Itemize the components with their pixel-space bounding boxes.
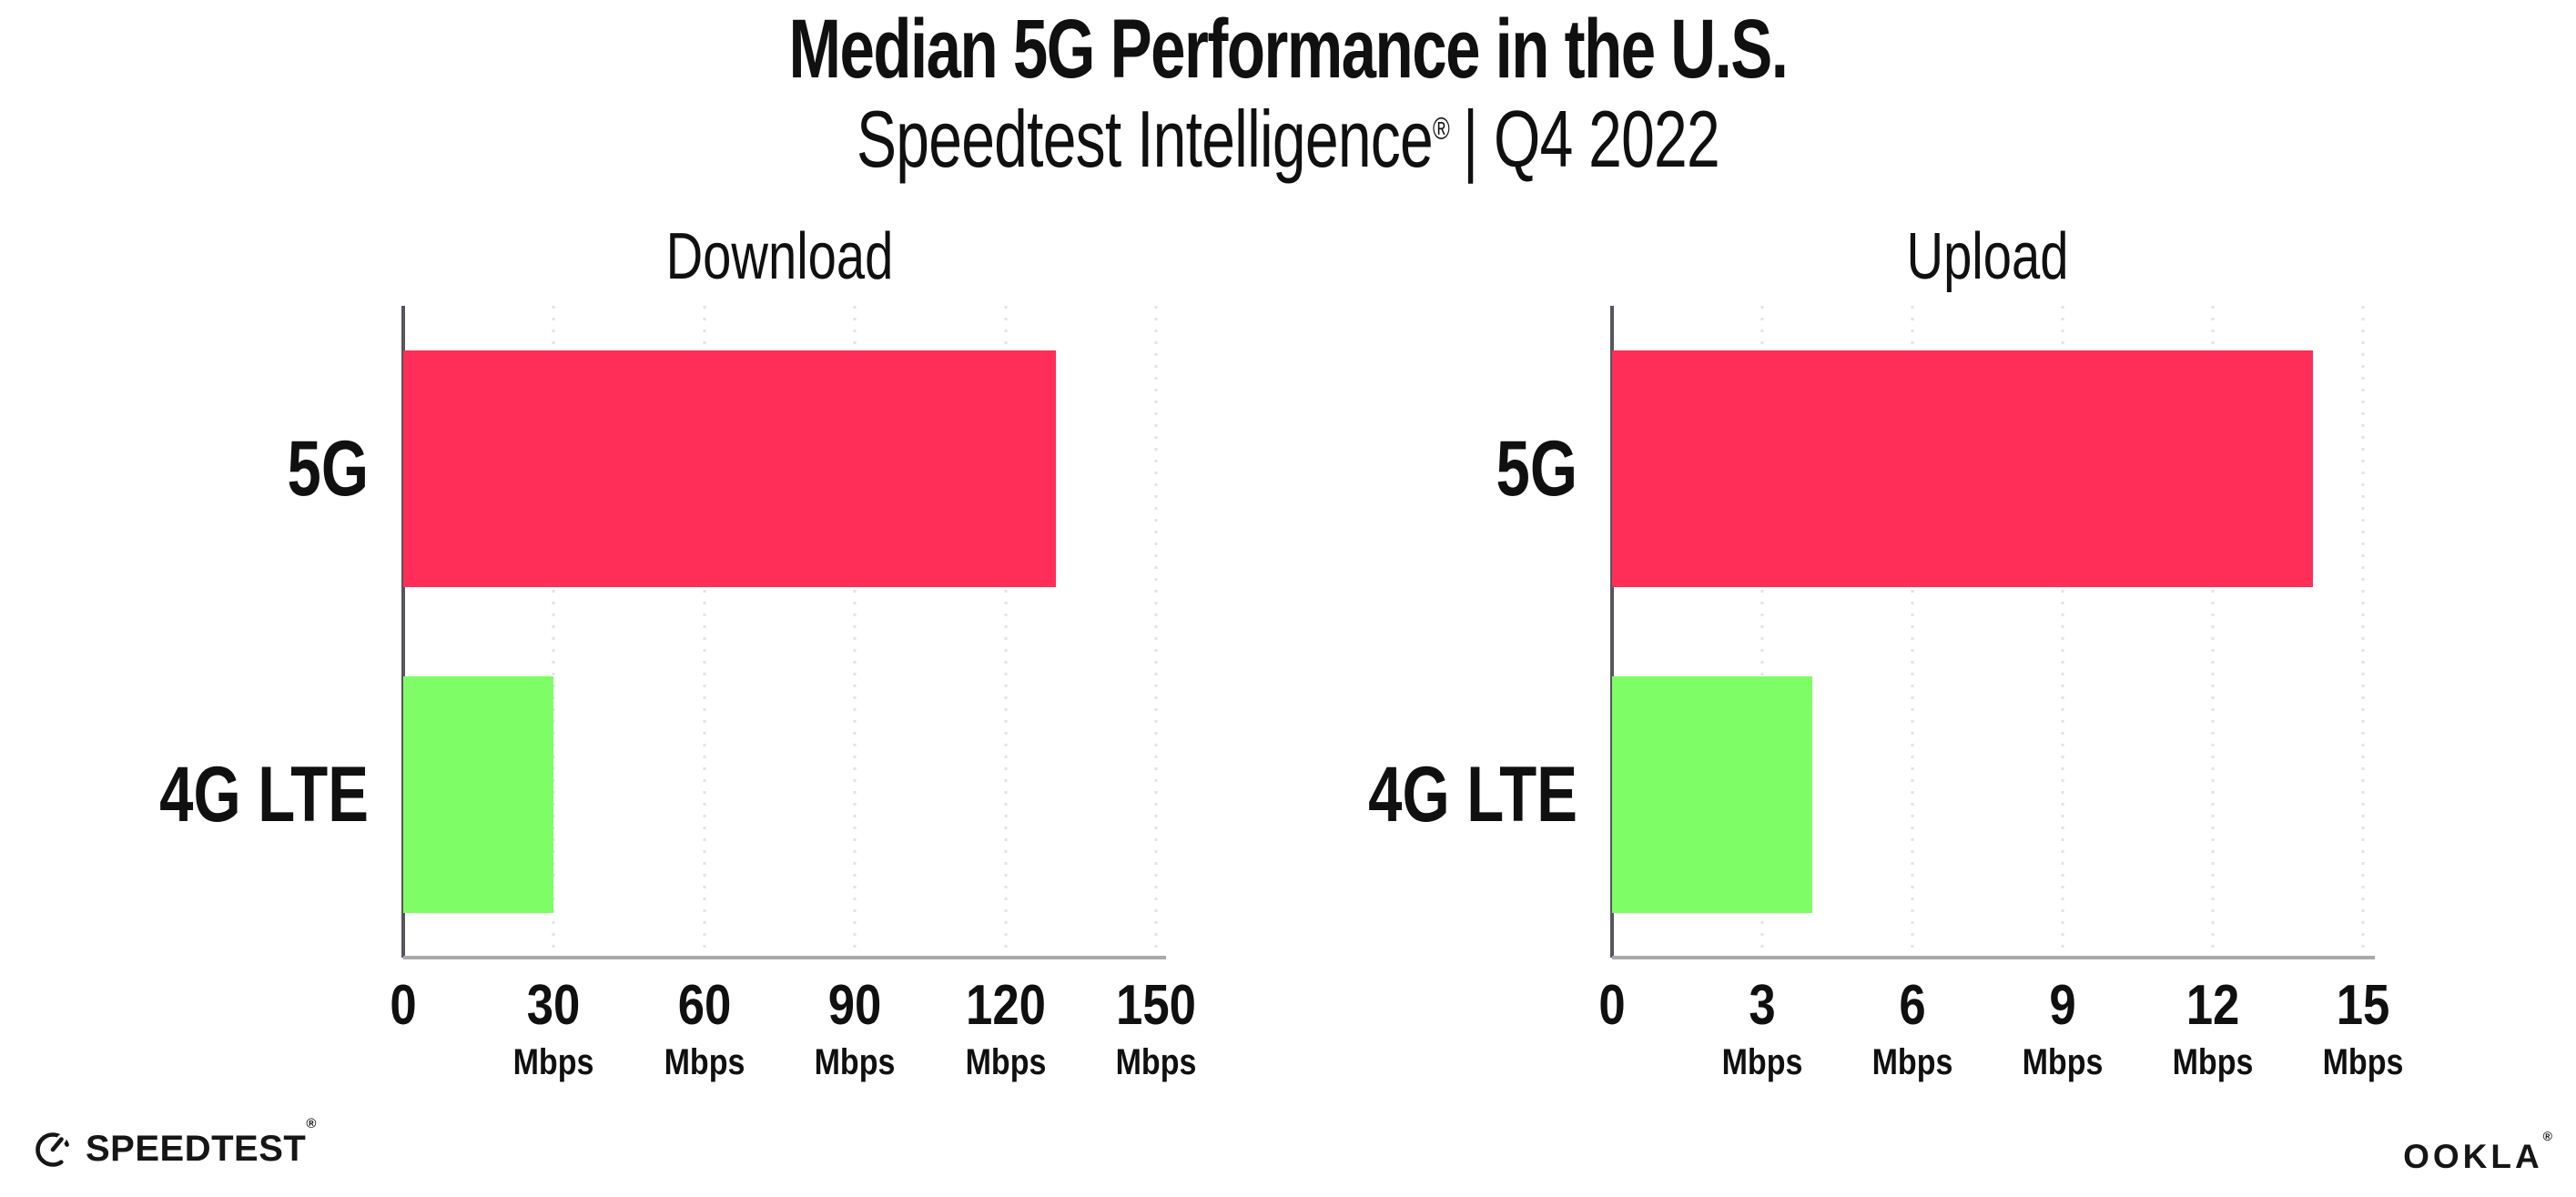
chart-title-download: Download — [665, 220, 894, 293]
category-label-5g: 5G — [287, 425, 369, 512]
gridline — [1760, 306, 1764, 958]
category-label-4g-lte: 4G LTE — [1368, 751, 1577, 838]
plot-area-upload — [1610, 306, 2365, 958]
page-subtitle: Speedtest Intelligence® | Q4 2022 — [322, 95, 2255, 184]
x-axis-line — [1612, 956, 2375, 959]
registered-mark: ® — [306, 1115, 317, 1131]
y-axis-line — [1610, 306, 1614, 958]
gridline — [2211, 306, 2215, 958]
x-tick-label: 9 Mbps — [2022, 974, 2104, 1083]
x-tick-label: 3 Mbps — [1721, 974, 1803, 1083]
bar-5g-download — [403, 350, 1056, 587]
speedtest-gauge-icon — [35, 1132, 70, 1167]
x-axis-line — [403, 956, 1166, 959]
x-tick-label: 0 — [390, 974, 417, 1037]
speedtest-wordmark: SPEEDTEST® — [86, 1115, 317, 1169]
subtitle-quarter: | Q4 2022 — [1463, 94, 1720, 184]
chart-title-upload: Upload — [1906, 220, 2069, 293]
category-label-4g-lte: 4G LTE — [159, 751, 369, 838]
registered-mark: ® — [2542, 1129, 2552, 1143]
x-tick-label: 12 Mbps — [2172, 974, 2254, 1083]
x-tick-label: 60 Mbps — [664, 974, 745, 1083]
gridline — [1911, 306, 1914, 958]
x-tick-label: 150 Mbps — [1115, 974, 1197, 1083]
registered-mark: ® — [1432, 111, 1450, 147]
gridline — [2361, 306, 2365, 958]
page-title: Median 5G Performance in the U.S. — [788, 3, 1789, 96]
x-tick-label: 120 Mbps — [965, 974, 1046, 1083]
gridline — [2061, 306, 2064, 958]
plot-area-download — [401, 306, 1158, 958]
ookla-wordmark: OOKLA — [2403, 1138, 2543, 1175]
x-tick-label: 90 Mbps — [814, 974, 896, 1083]
x-tick-row-download: 0 30 Mbps 60 Mbps 90 Mbps 120 Mbps 150 Mbps — [390, 974, 1196, 1121]
bar-4g-lte-upload — [1612, 676, 1812, 913]
x-tick-label: 0 — [1598, 974, 1626, 1037]
x-tick-label: 6 Mbps — [1871, 974, 1953, 1083]
ookla-logo: OOKLA® — [2403, 1129, 2552, 1176]
x-tick-label: 15 Mbps — [2322, 974, 2404, 1083]
y-axis-line — [401, 306, 405, 958]
x-tick-row-upload: 0 3 Mbps 6 Mbps 9 Mbps 12 Mbps 15 Mbps — [1598, 974, 2403, 1121]
bar-5g-upload — [1612, 350, 2313, 587]
subtitle-brand: Speedtest Intelligence — [857, 94, 1434, 184]
gridline — [552, 306, 555, 958]
gridline — [853, 306, 857, 958]
category-label-5g: 5G — [1496, 425, 1577, 512]
x-tick-label: 30 Mbps — [513, 974, 594, 1083]
speedtest-logo: SPEEDTEST® — [31, 1115, 317, 1171]
gridline — [703, 306, 706, 958]
gridline — [1004, 306, 1008, 958]
bar-4g-lte-download — [403, 676, 554, 913]
gridline — [1154, 306, 1158, 958]
